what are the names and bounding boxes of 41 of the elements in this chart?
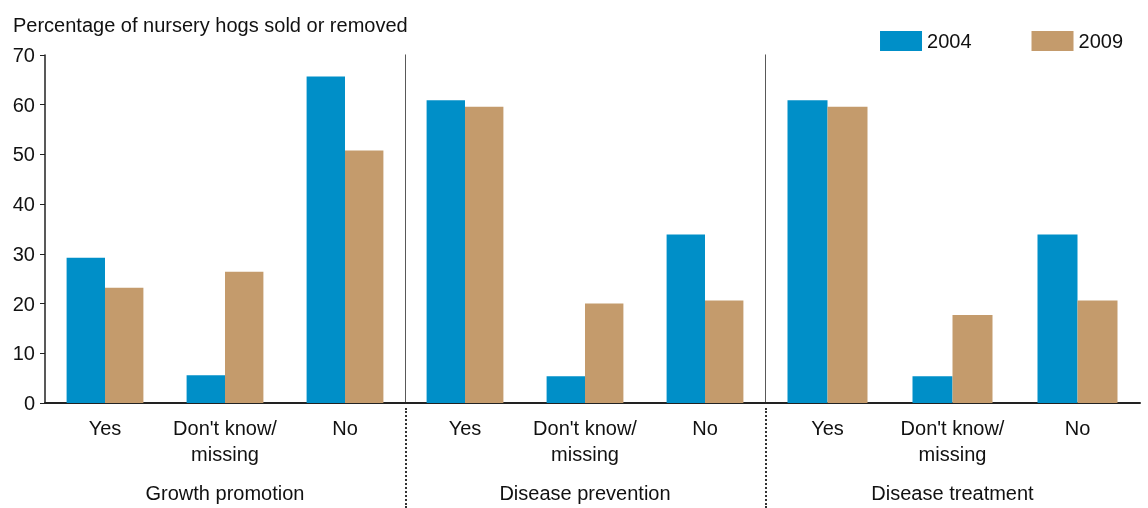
x-axis-title: Disease prevention xyxy=(499,482,671,504)
y-tick-label: 50 xyxy=(12,143,35,166)
bar xyxy=(705,300,744,403)
x-tick-label: No xyxy=(1064,417,1091,439)
bar xyxy=(426,100,465,403)
x-axis-title: Growth promotion xyxy=(145,482,305,504)
x-tick-label: Don't know/ missing xyxy=(900,417,1005,465)
bar xyxy=(1077,300,1118,403)
legend-label: 2004 xyxy=(927,30,972,52)
x-tick-label: Don't know/ missing xyxy=(533,417,638,465)
bar xyxy=(105,287,144,403)
x-tick-label: No xyxy=(332,417,358,439)
y-tick-label: 40 xyxy=(12,193,35,216)
bar xyxy=(952,315,993,403)
bar xyxy=(306,76,345,403)
bar xyxy=(787,100,828,403)
x-tick-label: Yes xyxy=(811,417,844,439)
bar xyxy=(66,257,105,403)
bar xyxy=(666,234,705,403)
bar xyxy=(186,375,225,403)
bar xyxy=(465,106,504,403)
y-tick-label: 20 xyxy=(12,292,35,315)
y-tick-label: 70 xyxy=(12,44,35,66)
y-tick-label: 30 xyxy=(12,242,35,265)
x-tick-label: No xyxy=(692,417,718,439)
y-tick-label: 0 xyxy=(23,392,35,414)
bar xyxy=(546,376,585,403)
legend-label: 2009 xyxy=(1078,30,1124,52)
x-tick-label: Yes xyxy=(88,417,122,439)
y-axis-title: Percentage of nursery hogs sold or removed xyxy=(13,14,408,36)
bar xyxy=(827,106,868,403)
bar xyxy=(1037,234,1078,403)
y-tick-label: 60 xyxy=(12,93,35,116)
bar xyxy=(345,150,384,403)
bar xyxy=(585,303,624,403)
y-tick-label: 10 xyxy=(12,342,35,365)
x-axis-title: Disease treatment xyxy=(871,482,1035,504)
x-tick-label: Yes xyxy=(448,417,482,439)
x-tick-label: Don't know/ missing xyxy=(173,417,278,465)
bar xyxy=(912,376,953,403)
bar xyxy=(225,271,264,403)
